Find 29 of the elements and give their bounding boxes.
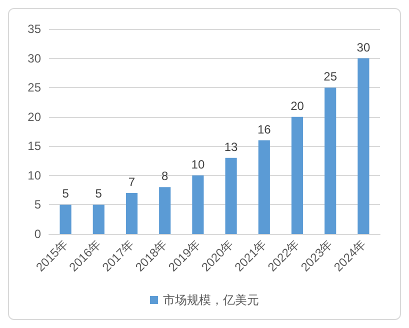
y-tick-label: 0 — [34, 227, 42, 241]
data-label: 7 — [128, 175, 136, 189]
y-tick-label: 25 — [28, 80, 42, 95]
data-label: 5 — [62, 186, 70, 201]
data-label: 5 — [95, 186, 102, 201]
bar — [192, 175, 204, 234]
bar — [324, 88, 336, 234]
y-tick-label: 15 — [28, 139, 42, 154]
y-tick-label: 30 — [28, 51, 42, 66]
bar — [358, 58, 370, 234]
y-tick-label: 20 — [28, 110, 42, 124]
bar — [225, 158, 237, 234]
data-label: 8 — [162, 169, 169, 184]
data-label: 25 — [324, 70, 338, 84]
data-label: 30 — [356, 40, 370, 54]
data-label: 10 — [191, 157, 205, 172]
bar — [291, 116, 304, 234]
data-label: 20 — [290, 98, 304, 113]
y-tick-label: 10 — [28, 168, 42, 182]
bar — [159, 187, 171, 234]
y-tick-label: 5 — [34, 198, 42, 212]
data-label: 16 — [257, 122, 272, 136]
bar — [92, 204, 104, 234]
y-tick-label: 35 — [28, 22, 42, 36]
bar — [258, 140, 270, 234]
bar — [60, 204, 72, 234]
legend-label: 市场规模，亿美元 — [163, 293, 259, 307]
bar — [126, 193, 138, 234]
data-label: 13 — [224, 140, 238, 154]
